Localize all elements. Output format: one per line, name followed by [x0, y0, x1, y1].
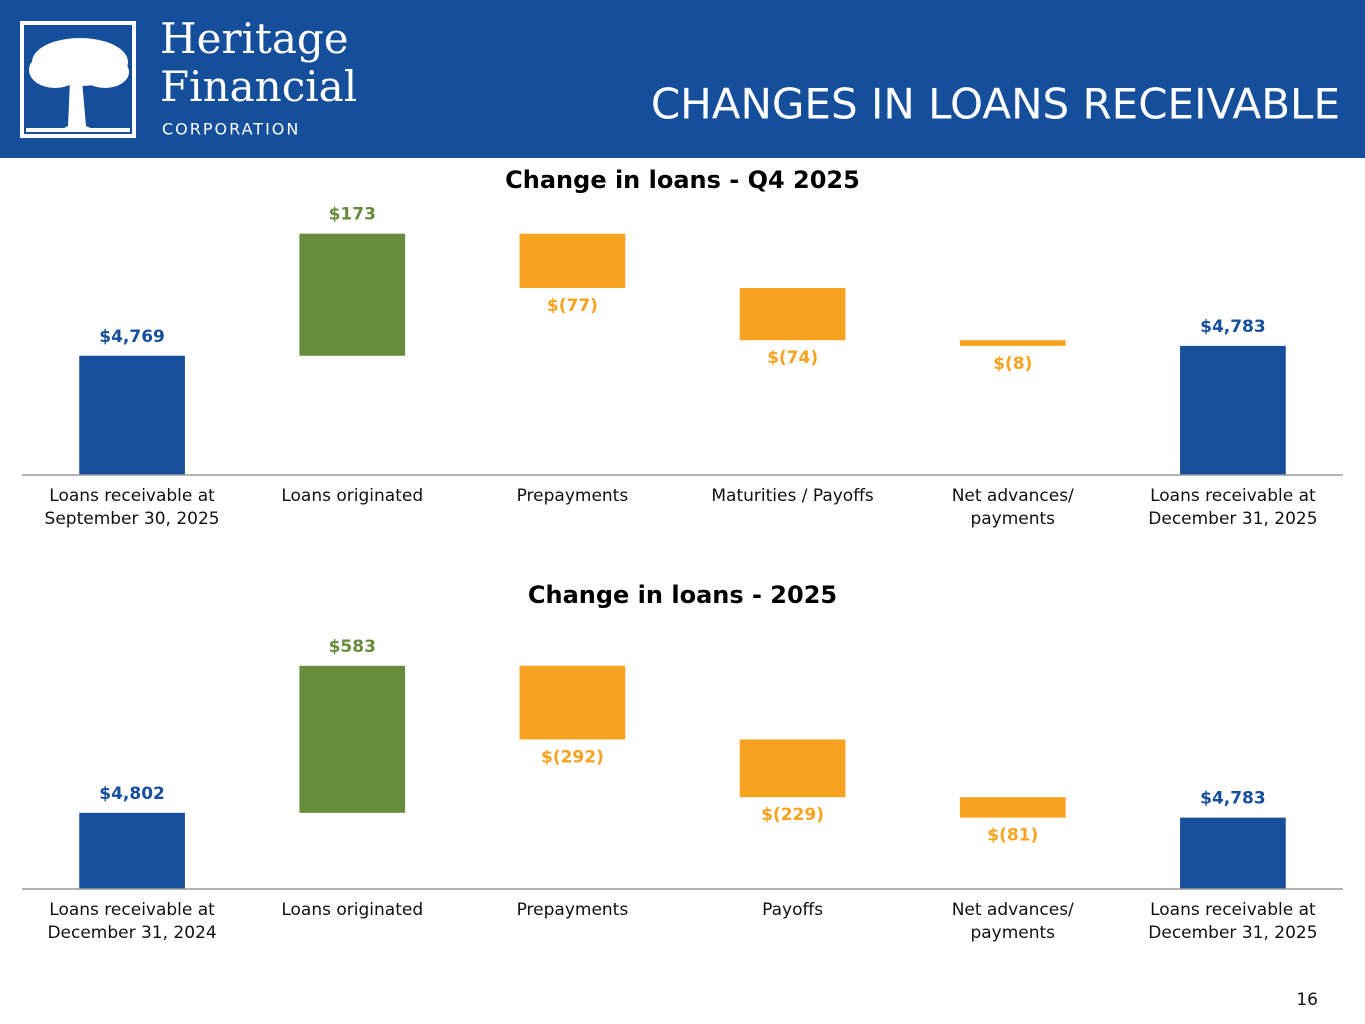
x-tick-label: Net advances/ payments — [951, 900, 1074, 943]
logo-tree — [26, 38, 130, 132]
x-tick-label: Prepayments — [516, 900, 629, 920]
x-tick-label: Loans receivable at September 30, 2025 — [44, 486, 220, 529]
logo-frame — [20, 21, 136, 138]
x-tick-label: Prepayments — [516, 486, 629, 506]
x-tick-label: Loans receivable at December 31, 2024 — [47, 900, 217, 943]
data-label: $(292) — [541, 747, 604, 767]
data-label: $(74) — [767, 348, 818, 368]
x-tick-label: Loans originated — [281, 486, 424, 506]
data-label: $4,769 — [99, 327, 165, 347]
bar — [1180, 345, 1286, 475]
data-label: $583 — [329, 637, 376, 657]
data-label: $(229) — [761, 805, 824, 825]
logo-line: Financial — [160, 62, 357, 111]
logo-line: Heritage — [160, 14, 349, 63]
chart-title: Change in loans - 2025 — [528, 581, 837, 609]
bar — [79, 812, 185, 889]
bar — [79, 355, 185, 475]
bar — [299, 233, 406, 356]
x-tick-label: Maturities / Payoffs — [711, 486, 874, 506]
x-tick-label: Payoffs — [762, 900, 824, 920]
logo-line: CORPORATION — [162, 120, 300, 139]
x-tick-label: Loans receivable at December 31, 2025 — [1148, 900, 1318, 943]
bar — [959, 797, 1066, 818]
bar — [519, 233, 626, 289]
chart-title: Change in loans - Q4 2025 — [505, 166, 860, 194]
page-number: 16 — [1296, 990, 1318, 1010]
data-label: $173 — [329, 205, 376, 225]
data-label: $4,802 — [99, 784, 165, 804]
data-label: $4,783 — [1200, 317, 1266, 337]
data-label: $(77) — [547, 296, 598, 316]
data-label: $(81) — [987, 826, 1038, 846]
data-label: $4,783 — [1200, 789, 1266, 809]
bar — [1180, 817, 1286, 889]
bar — [739, 739, 846, 798]
bar — [519, 665, 626, 740]
bar — [959, 340, 1066, 346]
x-tick-label: Net advances/ payments — [951, 486, 1074, 529]
slide-title: CHANGES IN LOANS RECEIVABLE — [651, 80, 1340, 129]
logo: Heritage Financial CORPORATION — [20, 14, 357, 139]
bar — [299, 665, 406, 813]
data-label: $(8) — [993, 354, 1032, 374]
bar — [739, 288, 846, 341]
x-tick-label: Loans receivable at December 31, 2025 — [1148, 486, 1318, 529]
x-tick-label: Loans originated — [281, 900, 424, 920]
header-band — [0, 0, 1365, 158]
